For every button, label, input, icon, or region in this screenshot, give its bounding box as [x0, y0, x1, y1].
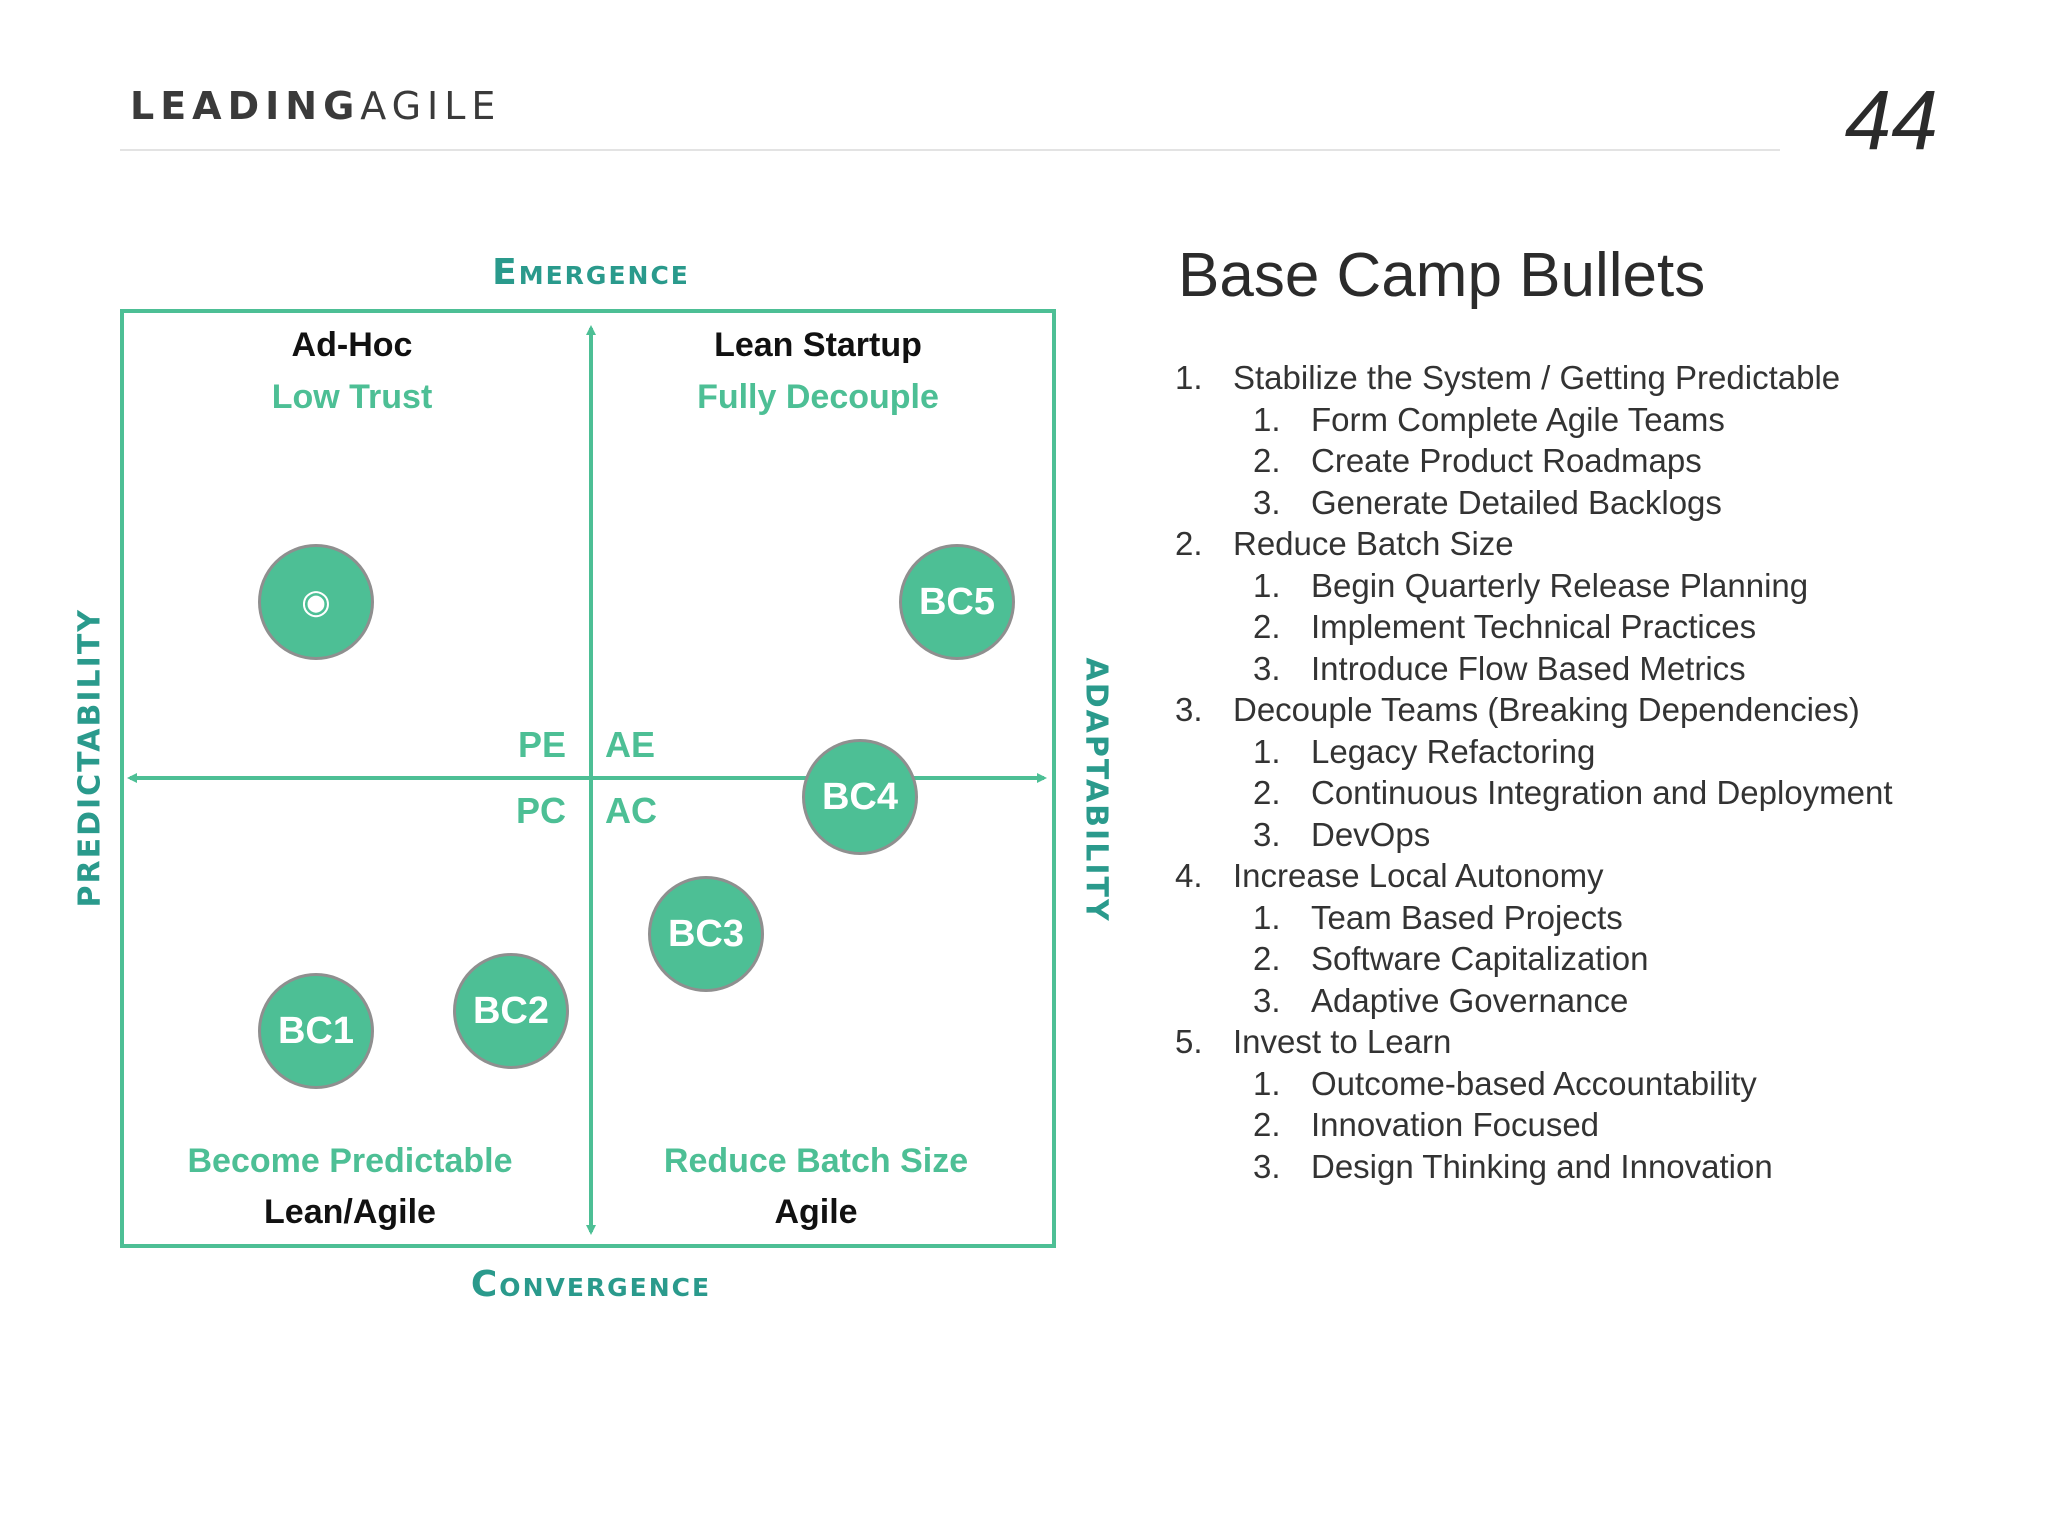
bullet-number: 4.	[1175, 857, 1203, 894]
sub-bullet-item: 3. Adaptive Governance	[1175, 980, 2025, 1022]
sub-bullet-item: 3. DevOps	[1175, 814, 2025, 856]
quadrant-name-lean-startup: Lean Startup	[714, 326, 922, 364]
header-divider	[120, 149, 1780, 151]
sub-bullet-item: 3. Introduce Flow Based Metrics	[1175, 648, 2025, 690]
quadrant-name-lean-agile: Lean/Agile	[264, 1193, 436, 1231]
sub-bullet-number: 3.	[1253, 981, 1281, 1019]
axis-title-emergence: Emergence	[492, 252, 690, 293]
sub-bullet-number: 1.	[1253, 566, 1281, 604]
bullet-text: Invest to Learn	[1233, 1023, 1452, 1060]
bullet-number: 3.	[1175, 691, 1203, 728]
sub-bullet-number: 3.	[1253, 483, 1281, 521]
bullet-text: Reduce Batch Size	[1233, 525, 1514, 562]
bullet-number: 1.	[1175, 359, 1203, 396]
base-camp-bc4: BC4	[802, 739, 918, 855]
base-camp-bc2: BC2	[453, 953, 569, 1069]
diagram-frame	[120, 309, 1056, 1248]
code-ac: AC	[605, 790, 657, 831]
target-icon: ◉	[301, 583, 331, 621]
page-number: 44	[1844, 73, 1938, 167]
axis-title-convergence: Convergence	[470, 1264, 712, 1305]
quadrant-diagram: Emergence Convergence PREDICTABILITY ADA…	[0, 0, 1114, 1340]
bullet-number: 2.	[1175, 525, 1203, 562]
sub-bullet-number: 1.	[1253, 1064, 1281, 1102]
sub-bullet-item: 1. Legacy Refactoring	[1175, 731, 2025, 773]
sub-bullet-text: Team Based Projects	[1311, 898, 1623, 936]
sub-bullet-number: 3.	[1253, 1147, 1281, 1185]
brand-logo-light: AGILE	[360, 84, 502, 128]
panel-title: Base Camp Bullets	[1178, 241, 1706, 310]
sub-bullet-text: Introduce Flow Based Metrics	[1311, 649, 1746, 687]
quadrant-goal-reduce-batch-size: Reduce Batch Size	[663, 1142, 969, 1180]
sub-bullet-text: Innovation Focused	[1311, 1106, 1600, 1143]
bullet-text: Increase Local Autonomy	[1233, 857, 1604, 894]
sub-bullet-text: Continuous Integration and Deployment	[1311, 774, 1893, 811]
bullet-text: Stabilize the System / Getting Predictab…	[1233, 359, 1841, 396]
sub-bullet-item: 1. Team Based Projects	[1175, 897, 2025, 939]
brand-logo-bold: LEADING	[130, 84, 361, 128]
code-pc: PC	[516, 790, 567, 831]
sub-bullet-number: 2.	[1253, 608, 1281, 645]
sub-bullet-item: 3. Generate Detailed Backlogs	[1175, 482, 2025, 524]
sub-bullet-text: Implement Technical Practices	[1311, 608, 1757, 645]
sub-bullet-text: Adaptive Governance	[1311, 981, 1629, 1019]
quadrant-goal-low-trust: Low Trust	[271, 378, 433, 416]
sub-bullet-text: Create Product Roadmaps	[1311, 442, 1702, 479]
quadrant-goal-fully-decouple: Fully Decouple	[697, 378, 939, 416]
base-camp-bc3: BC3	[648, 876, 764, 992]
quadrant-name-agile: Agile	[774, 1193, 858, 1231]
sub-bullet-number: 2.	[1253, 442, 1281, 479]
quadrant-goal-become-predictable: Become Predictable	[187, 1142, 513, 1180]
base-camp-bc5: BC5	[899, 544, 1015, 660]
sub-bullet-number: 2.	[1253, 940, 1281, 977]
sub-bullet-item: 2. Software Capitalization	[1175, 938, 2025, 980]
sub-bullet-item: 3. Design Thinking and Innovation	[1175, 1146, 2025, 1188]
sub-bullet-text: DevOps	[1311, 815, 1431, 853]
sub-bullet-item: 1. Begin Quarterly Release Planning	[1175, 565, 2025, 607]
base-camp-bc1: BC1	[258, 973, 374, 1089]
sub-bullet-text: Software Capitalization	[1311, 940, 1649, 977]
bullet-item: 1. Stabilize the System / Getting Predict…	[1175, 357, 2025, 399]
sub-bullet-number: 1.	[1253, 400, 1281, 438]
axis-title-predictability: PREDICTABILITY	[72, 607, 108, 908]
sub-bullet-text: Design Thinking and Innovation	[1311, 1147, 1773, 1185]
sub-bullet-item: 2. Create Product Roadmaps	[1175, 440, 2025, 482]
sub-bullet-item: 2. Innovation Focused	[1175, 1104, 2025, 1146]
bullet-item: 3. Decouple Teams (Breaking Dependencies)	[1175, 689, 2025, 731]
base-camp-start-circle: ◉	[258, 544, 374, 660]
bullet-item: 4. Increase Local Autonomy	[1175, 855, 2025, 897]
sub-bullet-text: Legacy Refactoring	[1311, 732, 1596, 770]
sub-bullet-number: 3.	[1253, 815, 1281, 853]
sub-bullet-item: 1. Outcome-based Accountability	[1175, 1063, 2025, 1105]
sub-bullet-text: Outcome-based Accountability	[1311, 1064, 1757, 1102]
quadrant-name-ad-hoc: Ad-Hoc	[291, 326, 413, 364]
axis-title-adaptability: ADAPTABILITY	[1078, 657, 1114, 923]
sub-bullet-number: 1.	[1253, 732, 1281, 770]
sub-bullet-text: Form Complete Agile Teams	[1311, 400, 1725, 438]
diagram-frame-and-axes	[120, 309, 1056, 1248]
sub-bullet-number: 1.	[1253, 898, 1281, 936]
sub-bullet-item: 2. Continuous Integration and Deployment	[1175, 772, 2025, 814]
brand-logo: LEADINGAGILE	[130, 84, 501, 128]
sub-bullet-item: 2. Implement Technical Practices	[1175, 606, 2025, 648]
code-ae: AE	[605, 724, 656, 765]
sub-bullet-number: 2.	[1253, 1106, 1281, 1143]
base-camp-bullet-list: 1. Stabilize the System / Getting Predict…	[1175, 357, 2025, 1187]
code-pe: PE	[518, 724, 567, 765]
bullet-text: Decouple Teams (Breaking Dependencies)	[1233, 691, 1860, 728]
sub-bullet-number: 3.	[1253, 649, 1281, 687]
sub-bullet-text: Generate Detailed Backlogs	[1311, 483, 1722, 521]
bullet-item: 5. Invest to Learn	[1175, 1021, 2025, 1063]
bullet-item: 2. Reduce Batch Size	[1175, 523, 2025, 565]
bullet-number: 5.	[1175, 1023, 1203, 1060]
sub-bullet-text: Begin Quarterly Release Planning	[1311, 566, 1809, 604]
sub-bullet-item: 1. Form Complete Agile Teams	[1175, 399, 2025, 441]
sub-bullet-number: 2.	[1253, 774, 1281, 811]
